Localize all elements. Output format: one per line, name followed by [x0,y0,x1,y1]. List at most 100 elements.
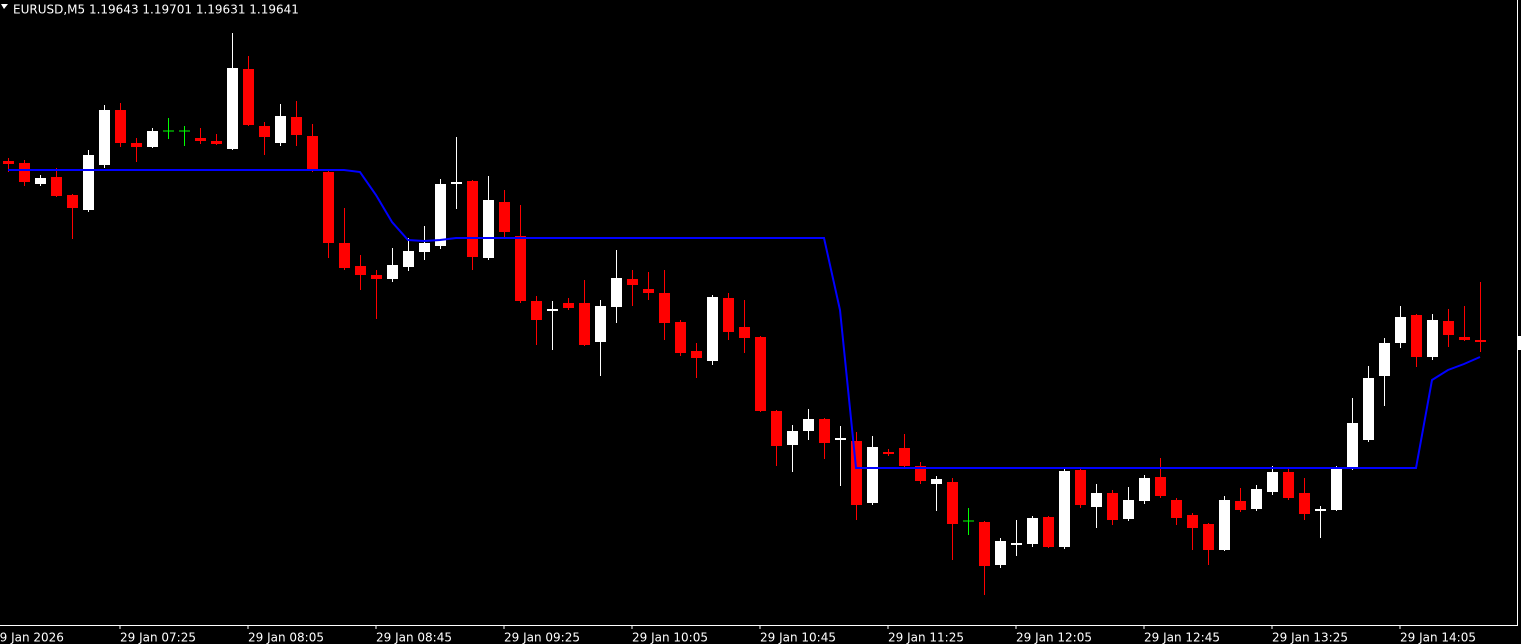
candle-body [3,161,14,164]
candle-body [1075,470,1086,505]
candle-body [227,68,238,149]
candle-body [675,322,686,353]
candle-body [1043,517,1054,547]
x-tick-label: 29 Jan 10:05 [632,631,708,644]
chart-title: EURUSD,M5 1.19643 1.19701 1.19631 1.1964… [13,3,299,17]
candle-body [243,69,254,125]
candle-body [1219,500,1230,550]
candle-body [819,419,830,443]
x-tick-label: 29 Jan 11:25 [888,631,964,644]
candle-body [99,110,110,165]
candle-body [1171,500,1182,518]
candle-body [1155,477,1166,496]
candle-body [803,419,814,431]
candle-body [19,163,30,182]
x-tick-label: 29 Jan 13:25 [1272,631,1348,644]
candle-body [643,289,654,293]
candle-body [131,143,142,147]
candle-body [1251,489,1262,509]
candle-body [547,309,558,311]
candle-body [1395,317,1406,343]
candle-body [723,298,734,332]
candle-body [307,136,318,170]
candle-body [1267,472,1278,492]
candle-body [1427,320,1438,357]
candle-body [691,351,702,358]
candle-body [1443,321,1454,335]
candle-body [323,172,334,243]
candle-body [1283,472,1294,498]
candle-body [627,279,638,285]
x-tick-label: 29 Jan 08:05 [248,631,324,644]
candle-body [355,266,366,275]
x-tick-label: 29 Jan 07:25 [120,631,196,644]
candle-body [835,438,846,440]
candle-body [931,479,942,484]
candle-body [531,301,542,320]
x-tick-label: 29 Jan 14:05 [1400,631,1476,644]
candle-body [1203,524,1214,550]
candle-body [707,297,718,361]
x-tick-label: 29 Jan 12:45 [1144,631,1220,644]
candle-body [755,337,766,411]
candle-body [387,265,398,279]
candle-body [1139,478,1150,501]
candle-body [771,411,782,446]
candle-body [1347,423,1358,468]
candle-body [659,293,670,323]
candle-body [515,236,526,301]
candle-body [403,251,414,267]
candle-body [83,155,94,210]
candle-body [1187,515,1198,528]
candle-body [339,243,350,268]
candle-body [899,448,910,466]
candle-body [1363,378,1374,440]
candle-body [67,195,78,208]
candle-body [883,452,894,454]
candle-body [435,184,446,246]
candle-body [115,110,126,143]
candle-body [1459,337,1470,340]
price-marker [1517,336,1521,350]
candle-body [467,181,478,257]
candle-body [371,275,382,279]
x-tick-label: 29 Jan 2026 [0,631,64,644]
candle-body [1235,501,1246,510]
candle-body [1315,509,1326,511]
candle-body [451,182,462,184]
candle-body [1299,493,1310,514]
candle-body [275,116,286,143]
candle-body [851,441,862,505]
candle-body [867,447,878,503]
candle-body [1331,468,1342,510]
candle-body [1123,500,1134,519]
candle-body [1475,340,1486,342]
candle-body [1011,543,1022,545]
candle-body [499,202,510,232]
candle-body [147,131,158,147]
candle-body [1059,471,1070,547]
candle-body [787,431,798,445]
candle-body [1107,493,1118,520]
candle-body [1411,315,1422,357]
candle-body [291,117,302,135]
candle-body [739,327,750,338]
candle-body [1379,343,1390,376]
x-tick-label: 29 Jan 10:45 [760,631,836,644]
candle-body [995,541,1006,565]
candle-body [611,278,622,307]
candle-body [915,466,926,481]
candle-body [947,482,958,524]
candle-body [259,126,270,137]
indicator-line [8,169,1481,469]
candle-body [563,303,574,308]
candle-body [979,522,990,566]
candle-body [195,138,206,141]
candle-body [595,306,606,342]
candle-body [483,200,494,258]
x-tick-label: 29 Jan 08:45 [376,631,452,644]
candle-body [211,141,222,144]
x-tick-label: 29 Jan 09:25 [504,631,580,644]
